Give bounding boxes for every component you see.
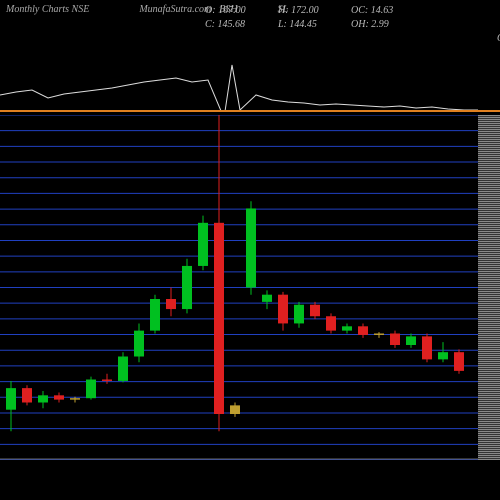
chart-title: Monthly Charts NSE xyxy=(6,4,89,15)
low-value: L: 144.45 xyxy=(278,18,333,32)
brand-label: MunafaSutra.com xyxy=(139,4,211,15)
close-value: C: 145.68 xyxy=(205,18,260,32)
high-value: H: 172.00 xyxy=(278,4,333,18)
right-axis-strip xyxy=(478,115,500,460)
indicator-panel xyxy=(0,40,478,110)
price-chart-panel[interactable] xyxy=(0,115,478,460)
panel-divider xyxy=(0,110,500,112)
oc-value: OC: 14.63 xyxy=(351,4,406,18)
oh-value: OH: 2.99 xyxy=(351,18,406,32)
open-value: O: 167.00 xyxy=(205,4,260,18)
